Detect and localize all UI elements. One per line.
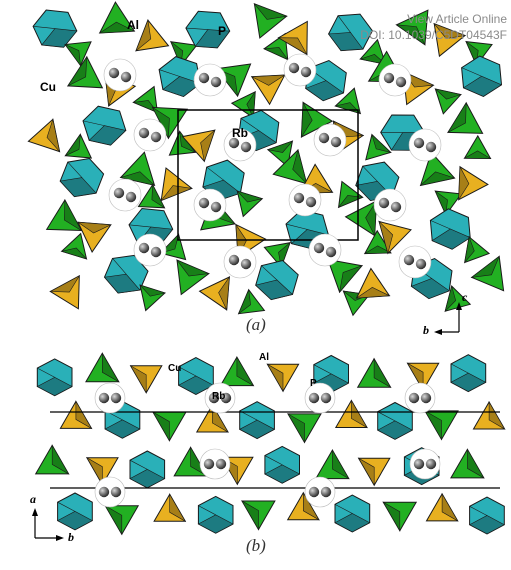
rb-atom xyxy=(111,393,121,403)
rb-atom xyxy=(409,393,419,403)
rb-atom xyxy=(319,133,329,143)
rb-atom xyxy=(414,459,424,469)
panel-a-caption: (a) xyxy=(246,315,266,335)
axis-arrow-icon xyxy=(56,535,64,541)
rb-atom xyxy=(396,77,406,87)
channel xyxy=(379,64,411,96)
rb-atom xyxy=(114,188,124,198)
channel xyxy=(134,119,166,151)
rb-atom xyxy=(241,259,251,269)
rb-atom xyxy=(416,259,426,269)
rb-atom xyxy=(321,393,331,403)
doi-text: DOI: 10.1039/C5DT04543F xyxy=(360,28,507,42)
rb-atom xyxy=(199,73,209,83)
label-cu-b: Cu xyxy=(168,363,181,374)
rb-atom xyxy=(309,487,319,497)
label-p-a: P xyxy=(218,24,226,38)
rb-atom xyxy=(211,77,221,87)
channel xyxy=(289,184,321,216)
rb-atom xyxy=(99,393,109,403)
rb-atom xyxy=(321,487,331,497)
rb-atom xyxy=(414,138,424,148)
axis-c-label: c xyxy=(462,290,467,305)
rb-atom xyxy=(211,202,221,212)
rb-atom xyxy=(309,393,319,403)
rb-atom xyxy=(301,67,311,77)
channel xyxy=(409,129,441,161)
panel-b-caption: (b) xyxy=(246,536,266,556)
channel xyxy=(314,124,346,156)
channel xyxy=(104,59,136,91)
rb-atom xyxy=(199,198,209,208)
label-rb-a: Rb xyxy=(232,126,248,140)
channel xyxy=(224,246,256,278)
rb-atom xyxy=(294,193,304,203)
rb-atom xyxy=(109,68,119,78)
rb-atom xyxy=(306,197,316,207)
axis-arrow-icon xyxy=(32,508,38,516)
axis-b-label-b: b xyxy=(68,530,74,545)
rb-atom xyxy=(326,247,336,257)
rb-atom xyxy=(379,198,389,208)
label-al-a: Al xyxy=(127,18,139,32)
view-article-online-link[interactable]: View Article Online xyxy=(407,12,507,26)
rb-atom xyxy=(99,487,109,497)
rb-atom xyxy=(331,137,341,147)
label-cu-a: Cu xyxy=(40,80,56,94)
rb-atom xyxy=(216,459,226,469)
rb-atom xyxy=(151,132,161,142)
rb-atom xyxy=(421,393,431,403)
channel xyxy=(194,189,226,221)
axis-a-label: a xyxy=(30,492,36,507)
label-rb-b: Rb xyxy=(212,391,225,402)
rb-atom xyxy=(241,142,251,152)
rb-atom xyxy=(229,255,239,265)
label-al-b: Al xyxy=(259,352,269,363)
rb-atom xyxy=(204,459,214,469)
channel xyxy=(194,64,226,96)
panel-b-structure xyxy=(36,353,505,534)
rb-atom xyxy=(289,63,299,73)
channel xyxy=(109,179,141,211)
label-p-b: P xyxy=(310,378,317,389)
axis-b-label-a: b xyxy=(423,323,429,338)
rb-atom xyxy=(404,255,414,265)
channel xyxy=(374,189,406,221)
channel xyxy=(309,234,341,266)
rb-atom xyxy=(384,73,394,83)
rb-atom xyxy=(391,202,401,212)
channel xyxy=(399,246,431,278)
rb-atom xyxy=(426,142,436,152)
rb-atom xyxy=(139,243,149,253)
rb-atom xyxy=(111,487,121,497)
rb-atom xyxy=(314,243,324,253)
panel-a-structure xyxy=(28,2,503,315)
rb-atom xyxy=(151,247,161,257)
channel xyxy=(134,234,166,266)
rb-atom xyxy=(126,192,136,202)
channel xyxy=(284,54,316,86)
rb-atom xyxy=(139,128,149,138)
axis-arrow-icon xyxy=(434,329,442,335)
rb-atom xyxy=(426,459,436,469)
rb-atom xyxy=(121,72,131,82)
